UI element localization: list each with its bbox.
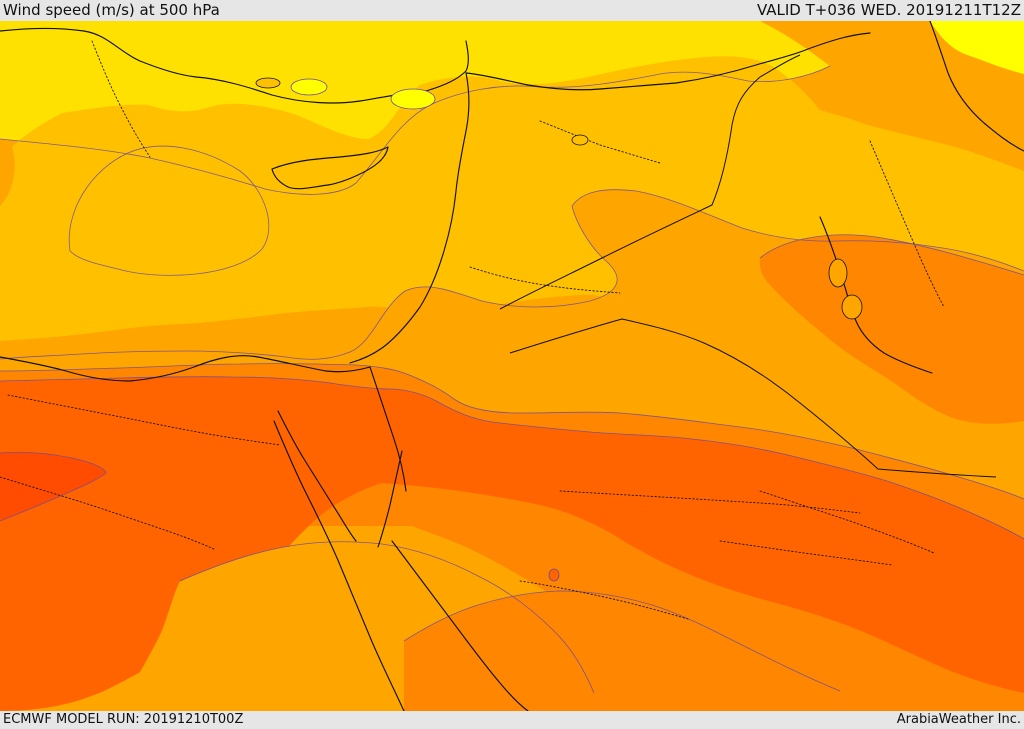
desert-boundary-4 <box>559 490 861 514</box>
gulf-of-suez <box>277 410 357 542</box>
turkey-south-coast <box>465 32 871 91</box>
sinai-peninsula <box>369 366 407 492</box>
wind-band-orange-east-core <box>759 234 1024 424</box>
contour-line-4 <box>0 363 1024 500</box>
cyprus-island <box>271 146 389 190</box>
wind-speed-map-svg <box>0 21 1024 711</box>
map-header: Wind speed (m/s) at 500 hPa VALID T+036 … <box>0 0 1024 21</box>
valid-time-label: VALID T+036 WED. 20191211T12Z <box>756 1 1021 19</box>
eastern-coast-east <box>929 21 1024 152</box>
wind-speed-map[interactable] <box>0 21 1024 711</box>
contour-line-6 <box>759 234 1024 276</box>
small-island-2 <box>571 134 589 146</box>
small-blob-south <box>548 568 560 582</box>
island-yellow-north-2 <box>390 88 436 110</box>
desert-boundary-2 <box>0 476 215 550</box>
small-island-4 <box>841 294 863 320</box>
desert-boundary-1 <box>7 394 281 446</box>
inland-border-1 <box>91 40 151 158</box>
map-title: Wind speed (m/s) at 500 hPa <box>3 1 220 19</box>
mediterranean-coast-north <box>0 27 469 104</box>
inland-border-4 <box>719 540 893 566</box>
desert-boundary-5 <box>519 580 689 620</box>
wind-band-light-yellow <box>930 21 1024 74</box>
small-island-1 <box>255 77 281 89</box>
desert-boundary-6 <box>759 490 935 554</box>
small-island-3 <box>828 258 848 288</box>
wind-band-orange-mid <box>0 56 1024 360</box>
contour-line-9 <box>403 590 841 692</box>
wind-band-red-core <box>0 452 106 521</box>
gulf-of-aqaba <box>377 450 403 548</box>
contour-line-3 <box>0 189 1024 360</box>
desert-boundary-3 <box>469 266 621 294</box>
iraq-syria-border <box>499 54 801 310</box>
model-run-label: ECMWF MODEL RUN: 20191210T00Z <box>3 712 244 727</box>
contour-line-2 <box>68 145 270 276</box>
map-footer: ECMWF MODEL RUN: 20191210T00Z ArabiaWeat… <box>0 711 1024 729</box>
wind-band-red-orange-main <box>0 376 1024 693</box>
island-yellow-north <box>290 78 328 96</box>
contour-line-8 <box>179 541 595 694</box>
red-sea-west-coast <box>273 420 405 711</box>
persian-gulf-coast <box>819 216 933 374</box>
inland-border-3 <box>869 140 945 308</box>
red-sea-east-coast <box>391 540 529 711</box>
inland-border-2 <box>539 120 661 164</box>
contour-line-5 <box>0 376 1024 540</box>
levant-coast <box>349 72 470 364</box>
wind-band-orange-southeast <box>404 591 878 711</box>
provider-label: ArabiaWeather Inc. <box>896 712 1021 727</box>
contour-line-7 <box>0 451 107 522</box>
north-africa-coast <box>0 355 371 382</box>
saudi-border-line <box>509 318 997 478</box>
